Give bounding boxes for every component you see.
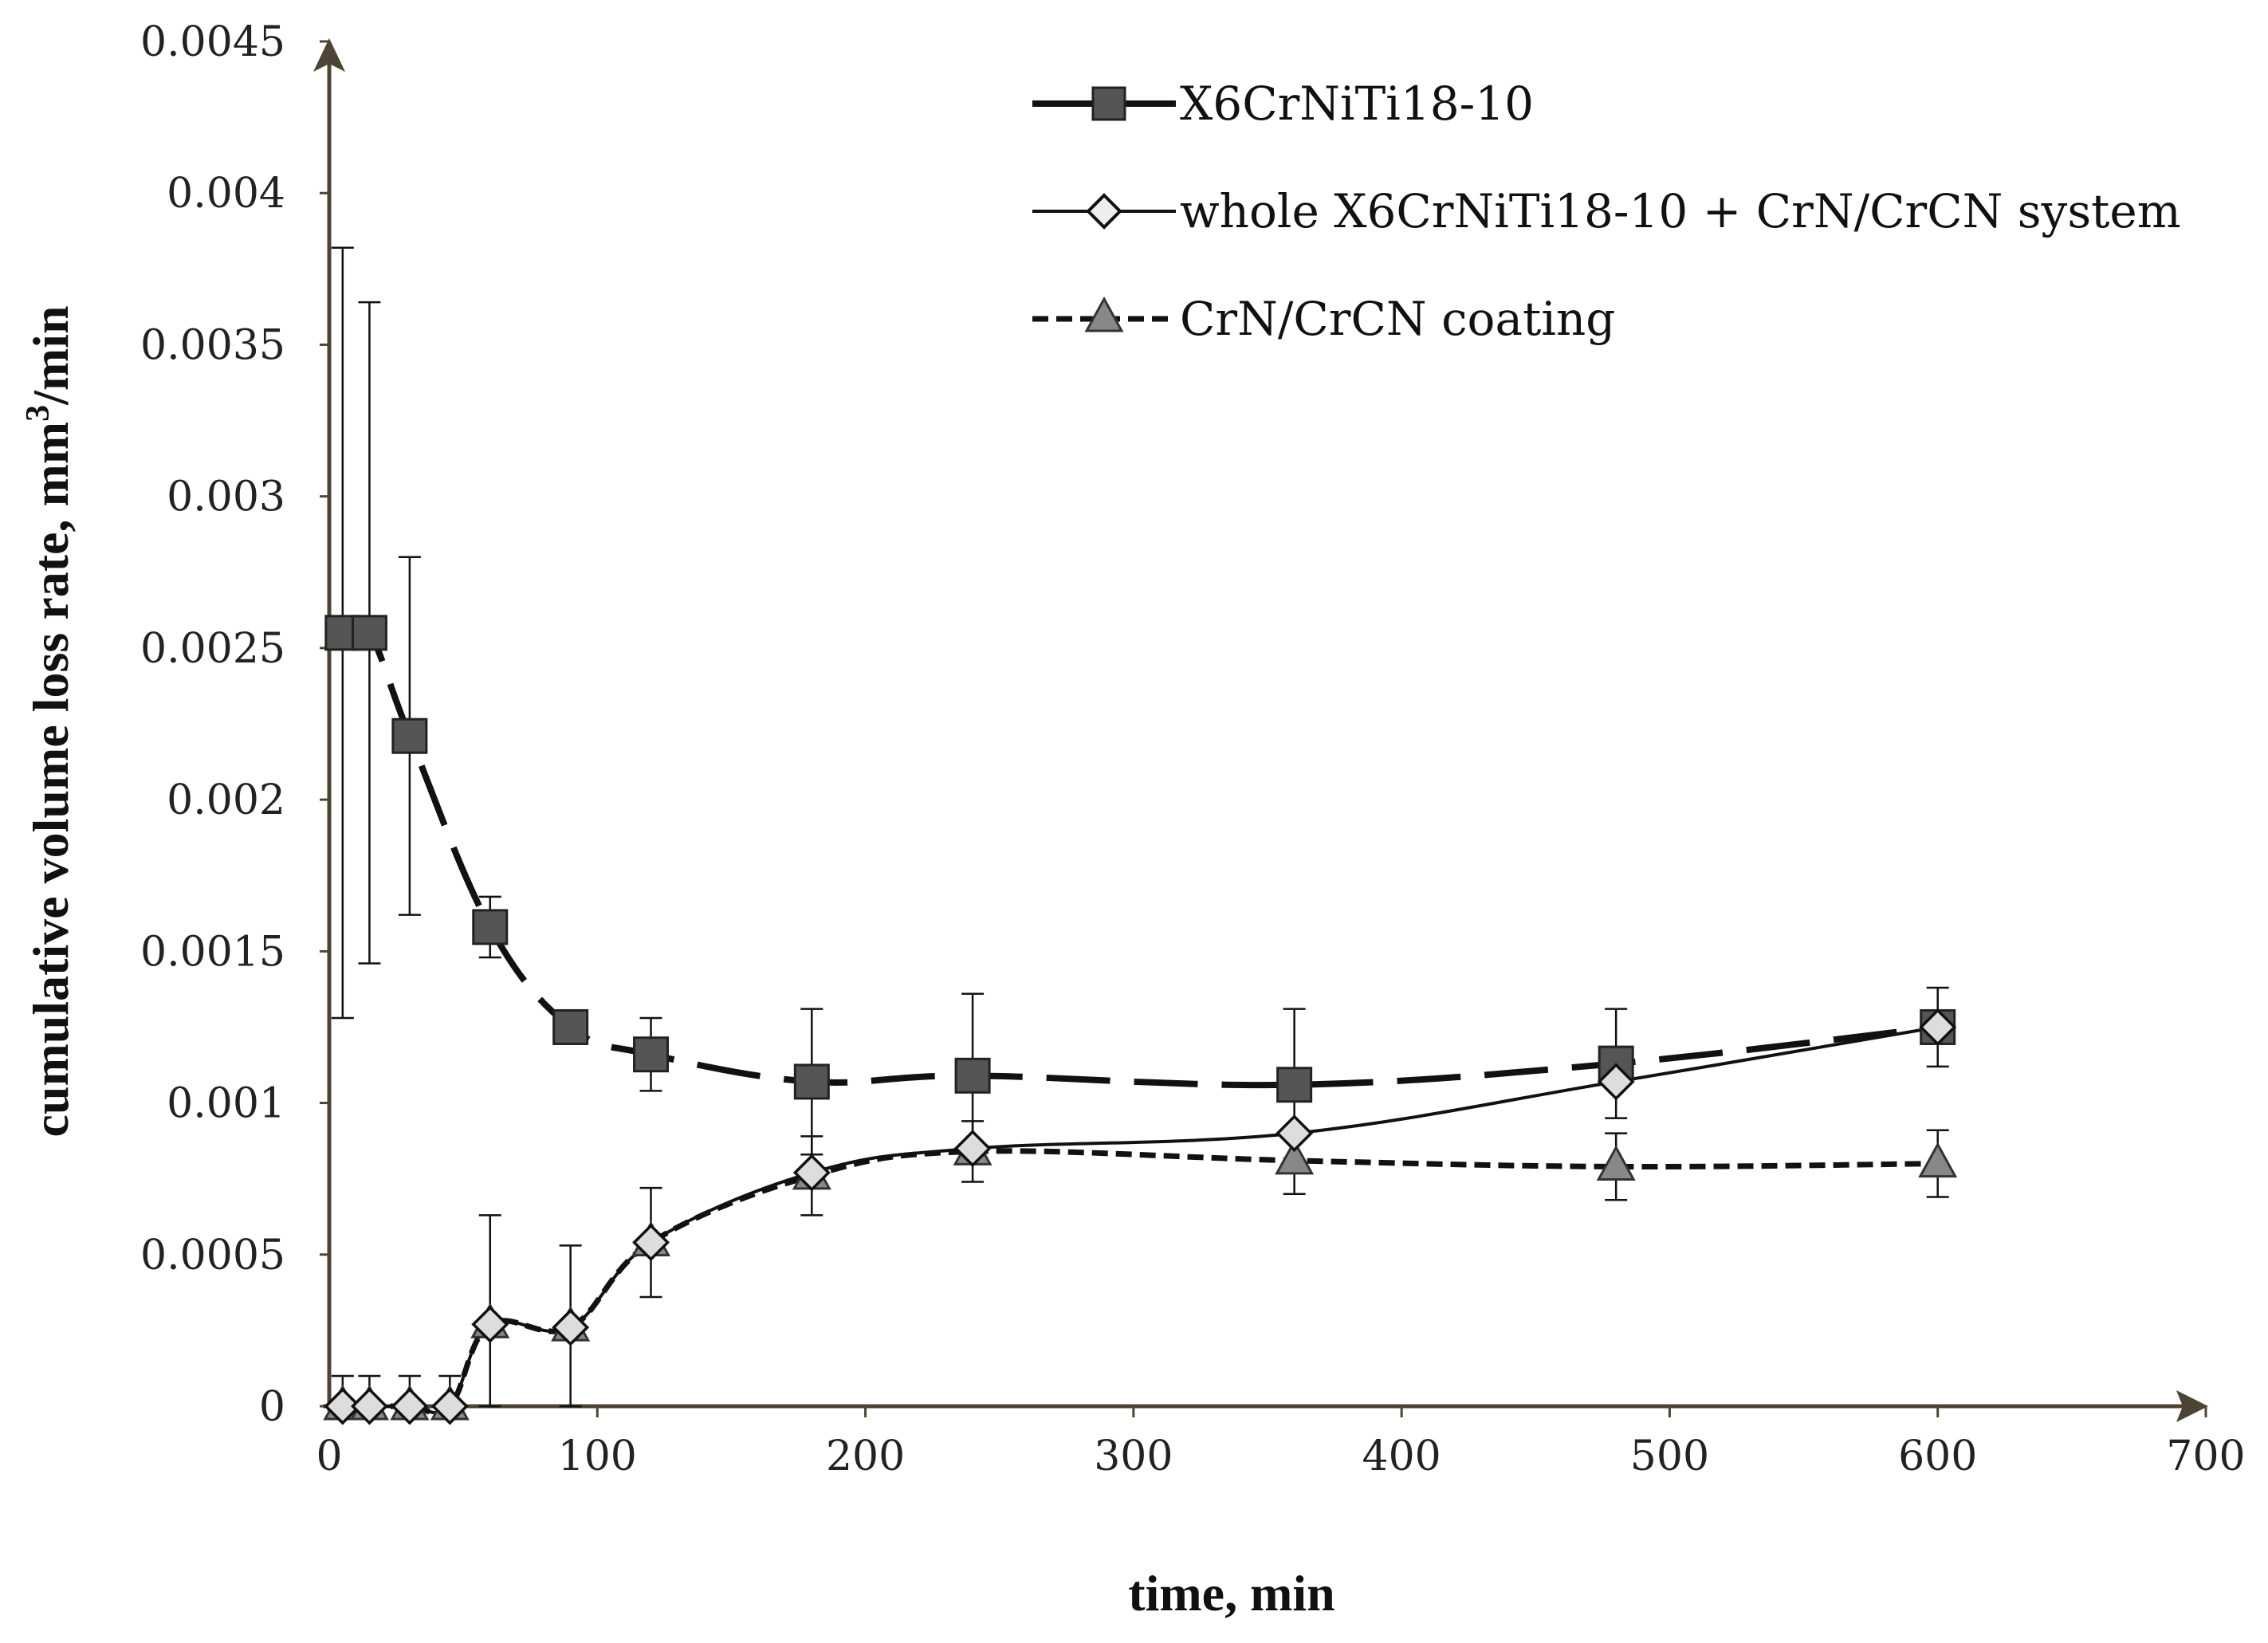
diamond-marker — [792, 1154, 831, 1192]
x-tick-label: 600 — [1898, 1433, 1977, 1480]
y-tick-label: 0.0015 — [140, 928, 285, 976]
x-tick-label: 400 — [1362, 1433, 1441, 1480]
diamond-marker — [1597, 1063, 1635, 1101]
diamond-marker — [632, 1224, 670, 1262]
x-tick-label: 700 — [2166, 1433, 2245, 1480]
triangle-marker — [1275, 1138, 1315, 1175]
legend-item-whole-system: whole X6CrNiTi18-10 + CrN/CrCN system — [1032, 184, 2181, 238]
diamond-marker — [953, 1130, 992, 1168]
legend-label-whole-system: whole X6CrNiTi18-10 + CrN/CrCN system — [1180, 184, 2181, 238]
axes — [313, 38, 2208, 1422]
series-line-2 — [342, 1148, 1938, 1416]
y-tick-label: 0.0025 — [140, 625, 285, 673]
diamond-marker — [1276, 1114, 1314, 1153]
x-tick-label: 500 — [1630, 1433, 1709, 1480]
x-axis-arrow-icon — [2176, 1390, 2208, 1422]
x-tick-label: 200 — [826, 1433, 905, 1480]
y-tick-label: 0.0005 — [140, 1232, 285, 1279]
legend-item-coating: CrN/CrCN coating — [1032, 292, 1615, 346]
triangle-marker-icon — [1084, 296, 1124, 332]
y-axis-arrow-icon — [313, 38, 345, 72]
legend-label-coating: CrN/CrCN coating — [1180, 292, 1615, 346]
triangle-marker — [1596, 1145, 1636, 1181]
square-marker — [472, 909, 509, 945]
diamond-marker — [324, 1387, 362, 1425]
square-marker — [552, 1008, 589, 1045]
y-tick-label: 0.003 — [167, 474, 285, 521]
diamond-marker — [1919, 1008, 1957, 1046]
diamond-marker — [552, 1308, 590, 1346]
legend: X6CrNiTi18-10 whole X6CrNiTi18-10 + CrN/… — [1032, 77, 2181, 346]
ticks: 0 100 200 300 400 500 600 700 0 0.0005 0.001 0.0015… — [140, 18, 2246, 1480]
square-marker-icon — [1091, 86, 1126, 121]
legend-label-x6crniti: X6CrNiTi18-10 — [1180, 77, 1534, 131]
square-marker — [391, 717, 428, 754]
y-axis-title: cumulative volume loss rate, mm3/min — [20, 305, 79, 1137]
square-marker — [954, 1057, 991, 1094]
series-markers — [323, 615, 1958, 1425]
x-axis-title: time, min — [1128, 1565, 1335, 1621]
y-tick-label: 0.0035 — [140, 321, 285, 369]
error-bars — [331, 246, 1949, 1408]
x-tick-label: 300 — [1094, 1433, 1173, 1480]
y-tick-label: 0.001 — [167, 1080, 285, 1128]
diamond-marker — [350, 1387, 388, 1425]
x-tick-label: 0 — [316, 1433, 342, 1480]
y-tick-label: 0.0045 — [140, 18, 285, 66]
diamond-marker — [430, 1387, 469, 1425]
square-marker — [351, 615, 387, 651]
diamond-marker — [471, 1305, 509, 1343]
y-tick-label: 0 — [259, 1383, 285, 1431]
diamond-marker-icon — [1086, 193, 1122, 230]
x-tick-label: 100 — [558, 1433, 637, 1480]
square-marker — [793, 1063, 830, 1100]
square-marker — [633, 1036, 670, 1073]
triangle-marker — [1918, 1142, 1958, 1178]
y-tick-label: 0.002 — [167, 776, 285, 824]
diamond-marker — [391, 1387, 429, 1425]
y-tick-label: 0.004 — [167, 170, 285, 218]
legend-item-x6crniti: X6CrNiTi18-10 — [1032, 77, 1534, 131]
square-marker — [1276, 1067, 1313, 1103]
